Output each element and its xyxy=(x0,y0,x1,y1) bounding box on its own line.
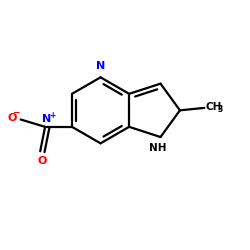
Text: O: O xyxy=(8,113,17,123)
Text: CH: CH xyxy=(206,102,222,112)
Text: 3: 3 xyxy=(218,105,223,114)
Text: NH: NH xyxy=(149,143,167,153)
Text: N: N xyxy=(96,61,105,71)
Text: +: + xyxy=(49,111,56,120)
Text: O: O xyxy=(38,156,47,166)
Text: N: N xyxy=(42,114,51,124)
Text: −: − xyxy=(12,108,20,117)
